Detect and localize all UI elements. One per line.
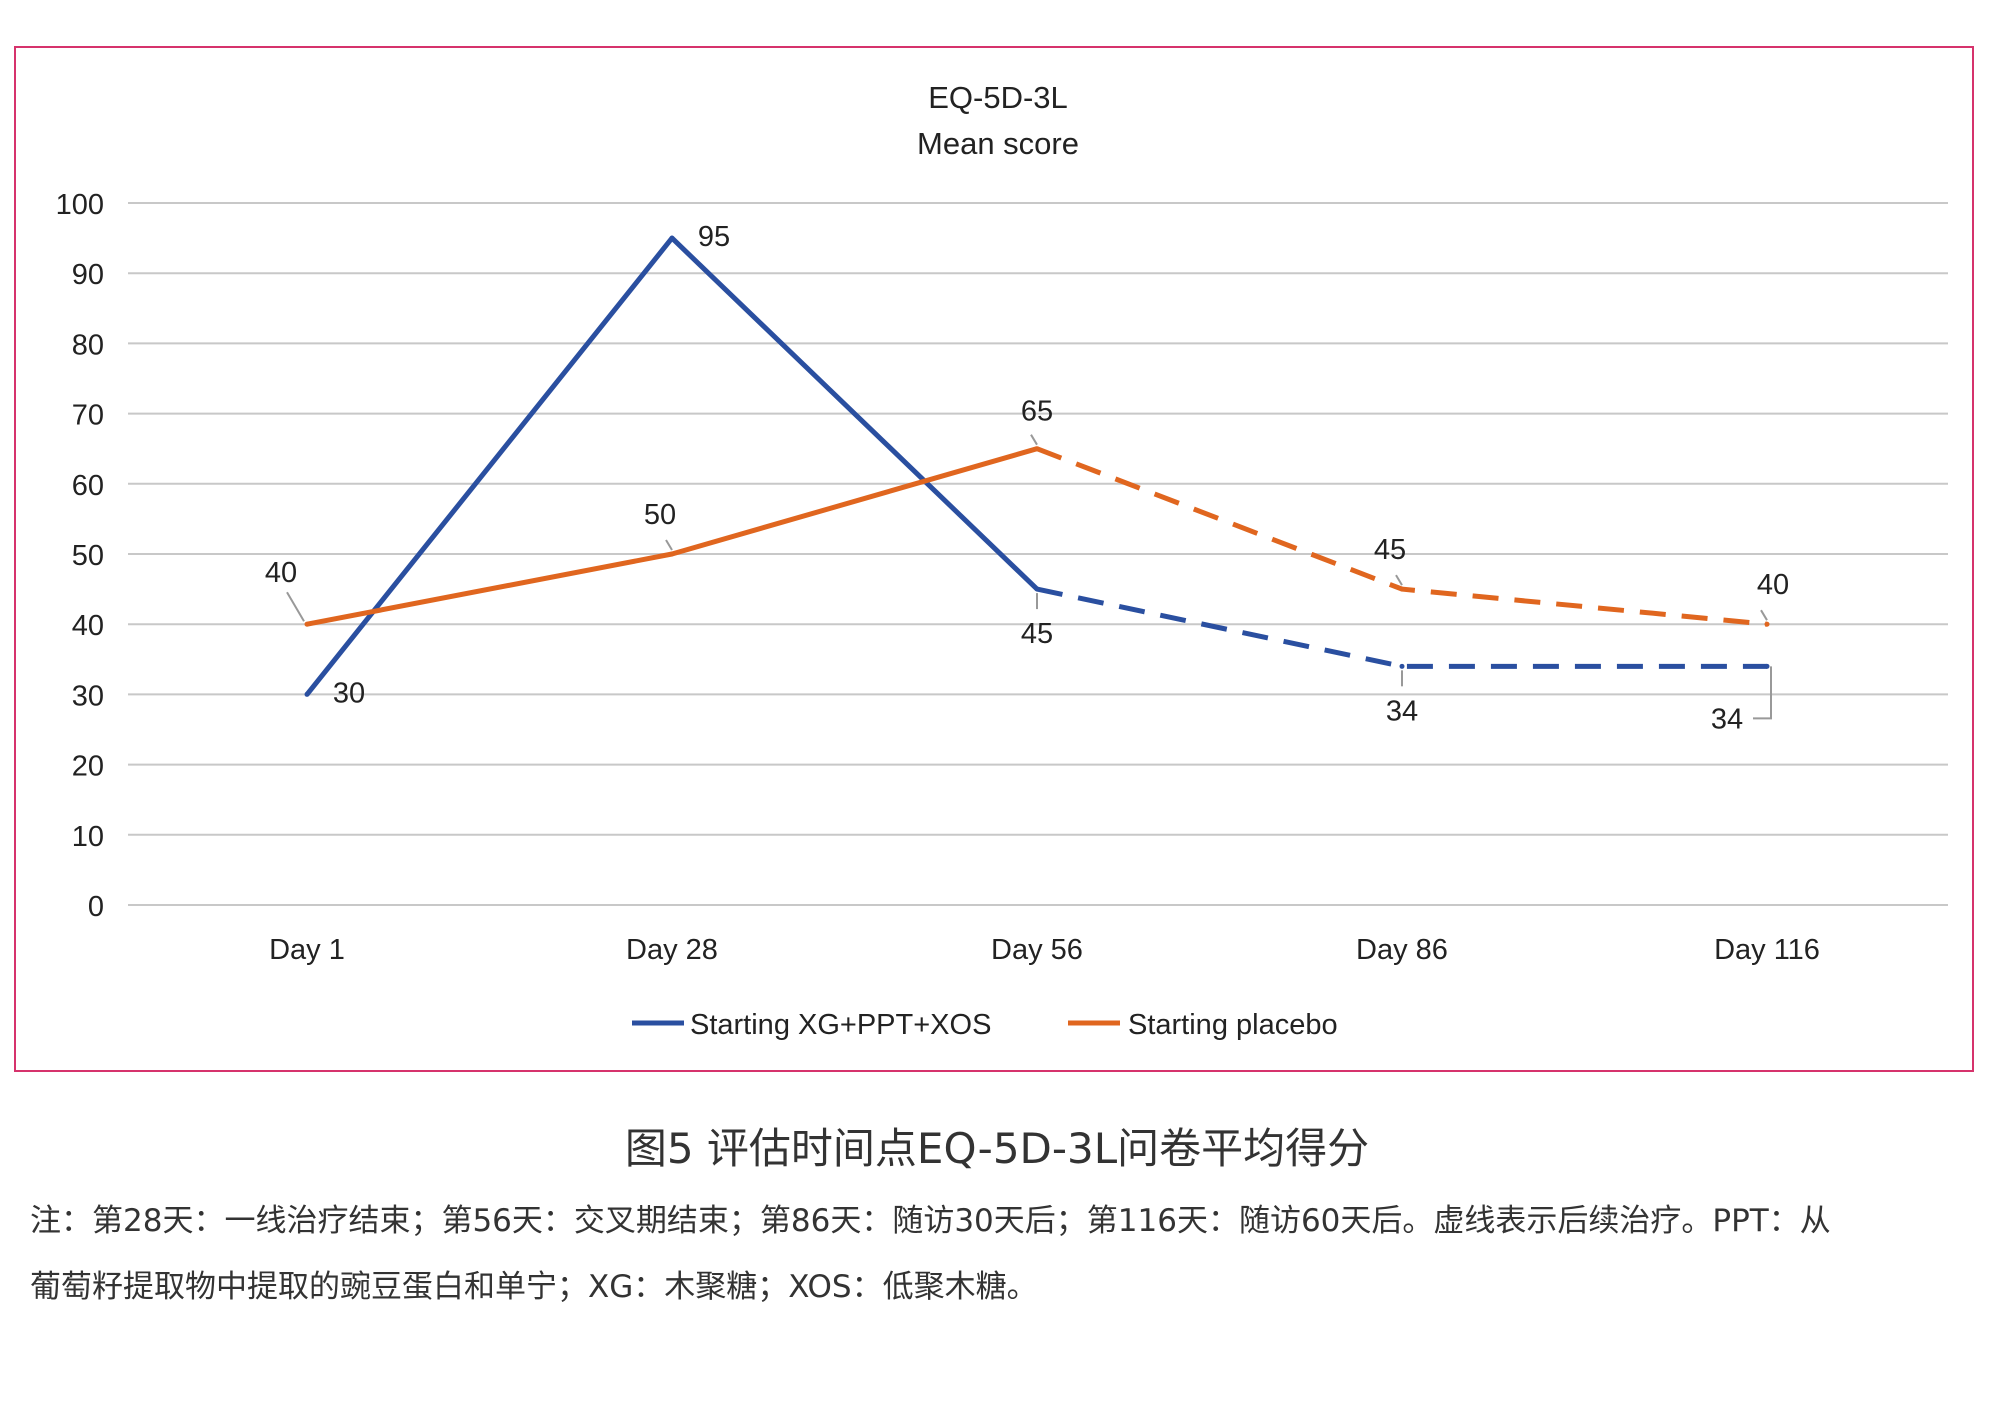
legend: Starting XG+PPT+XOS Starting placebo [632,1009,1338,1041]
figure-frame [14,46,1974,1072]
x-tick-label-4: Day 86 [1356,934,1448,966]
x-tick-label-5: Day 116 [1714,934,1820,966]
figure-note-line-2: 葡萄籽提取物中提取的豌豆蛋白和单宁；XG：木聚糖；XOS：低聚木糖。 [30,1269,1038,1305]
data-labels: 30 95 45 34 34 40 50 65 45 40 [265,221,1789,735]
data-label-series-2-1: 40 [265,557,297,589]
y-tick-label-10: 10 [72,821,104,853]
legend-label-series-2: Starting placebo [1128,1009,1338,1041]
series-1-point-3 [1034,586,1040,592]
y-tick-label-30: 30 [72,680,104,712]
leader-line-series-2-5 [1760,609,1768,621]
y-axis-ticks: 0 10 20 30 40 50 60 70 80 90 100 [56,189,104,923]
data-label-series-1-3: 45 [1021,618,1053,650]
leader-line-series-1-5 [1753,666,1772,720]
data-label-series-2-4: 45 [1374,534,1406,566]
data-label-series-2-2: 50 [644,499,676,531]
series-1-point-5 [1764,663,1770,669]
data-label-series-2-3: 65 [1021,396,1053,428]
y-tick-label-100: 100 [56,189,104,221]
y-tick-label-40: 40 [72,610,104,642]
series-2-point-4 [1399,586,1405,592]
y-tick-label-70: 70 [72,400,104,432]
x-tick-label-1: Day 1 [269,934,345,966]
data-label-series-1-1: 30 [333,677,365,709]
figure-note-line-1: 注：第28天：一线治疗结束；第56天：交叉期结束；第86天：随访30天后；第11… [30,1203,1831,1239]
gridlines [128,202,1948,906]
series-2-solid-line [306,446,1038,627]
data-label-series-1-2: 95 [698,221,730,253]
leader-line-series-2-3 [1030,434,1038,446]
data-label-series-1-5: 34 [1711,703,1743,735]
series-2-point-5 [1764,621,1770,627]
leader-line-series-2-2 [665,539,673,551]
y-tick-label-20: 20 [72,751,104,783]
data-label-series-1-4: 34 [1386,695,1418,727]
figure-note: 注：第28天：一线治疗结束；第56天：交叉期结束；第86天：随访30天后；第11… [30,1188,1960,1320]
leader-line-series-2-1 [286,591,305,622]
series-1-point-2 [669,235,675,241]
chart-title: EQ-5D-3L [928,80,1068,115]
series-2-point-1 [304,621,310,627]
y-tick-label-60: 60 [72,470,104,502]
x-tick-label-2: Day 28 [626,934,718,966]
series-2-point-2 [669,551,675,557]
y-tick-label-90: 90 [72,259,104,291]
y-tick-label-0: 0 [88,891,104,923]
series-1-dashed-line [1036,586,1767,669]
legend-label-series-1: Starting XG+PPT+XOS [690,1009,991,1041]
chart-subtitle: Mean score [917,126,1079,161]
series-1-point-1 [304,691,310,697]
series-1-point-4 [1399,663,1405,669]
y-tick-label-50: 50 [72,540,104,572]
leader-line-series-2-4 [1395,574,1403,586]
series-2-point-3 [1034,446,1040,452]
x-axis-ticks: Day 1 Day 28 Day 56 Day 86 Day 116 [269,934,1820,966]
y-tick-label-80: 80 [72,329,104,361]
figure-caption: 图5 评估时间点EQ-5D-3L问卷平均得分 [624,1124,1370,1173]
series-1-solid-line [305,235,1039,696]
x-tick-label-3: Day 56 [991,934,1083,966]
data-label-series-2-5: 40 [1757,569,1789,601]
series-lines [304,235,1770,697]
